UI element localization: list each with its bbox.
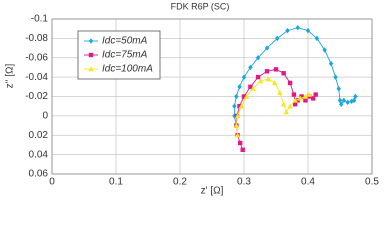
marker <box>303 98 308 103</box>
marker <box>277 89 283 95</box>
x-tick-label: 0.4 <box>301 177 315 188</box>
marker <box>299 94 304 99</box>
marker <box>287 80 293 86</box>
chart-title: FDK R6P (SC) <box>171 1 230 11</box>
marker <box>248 84 253 90</box>
marker <box>280 101 287 107</box>
marker <box>337 97 343 104</box>
x-tick-label: 0 <box>49 177 55 188</box>
legend-label: Idc=50mA <box>102 36 148 47</box>
marker <box>243 93 250 99</box>
legend-label: Idc=75mA <box>102 50 148 61</box>
marker <box>305 27 311 34</box>
marker <box>297 95 304 101</box>
marker <box>306 91 312 97</box>
marker <box>255 55 261 61</box>
y-axis-label: z'' [Ω] <box>5 63 16 88</box>
marker <box>264 69 270 74</box>
marker <box>241 94 247 99</box>
series-line <box>235 68 317 150</box>
y-tick-label: -0.06 <box>25 52 48 63</box>
y-tick-label: 0.06 <box>29 169 49 180</box>
marker <box>336 86 341 92</box>
marker <box>302 93 309 99</box>
marker <box>293 102 298 107</box>
marker <box>237 103 242 109</box>
x-tick-label: 0.5 <box>365 177 379 188</box>
marker <box>353 93 358 100</box>
marker <box>234 132 241 138</box>
x-axis-label: z' [Ω] <box>201 186 224 197</box>
marker <box>310 96 316 101</box>
marker <box>234 113 241 119</box>
marker <box>237 140 243 146</box>
y-tick-label: 0.02 <box>29 130 49 141</box>
y-tick-label: -0.02 <box>25 91 48 102</box>
series-line <box>235 78 310 136</box>
marker <box>292 97 298 103</box>
marker <box>295 25 300 31</box>
y-tick-label: -0.08 <box>25 33 48 44</box>
marker <box>314 35 320 42</box>
marker <box>351 97 357 104</box>
marker <box>283 109 289 115</box>
marker <box>257 78 264 84</box>
marker <box>291 92 297 97</box>
marker <box>341 97 347 104</box>
marker <box>234 93 239 100</box>
y-tick-label: -0.04 <box>25 72 48 83</box>
marker <box>237 84 242 90</box>
legend-marker <box>88 66 94 72</box>
legend-label: Idc=100mA <box>102 64 153 75</box>
x-tick-label: 0.2 <box>173 177 187 188</box>
marker <box>248 64 253 71</box>
x-tick-label: 0.1 <box>109 177 123 188</box>
plot-frame <box>51 18 373 175</box>
marker <box>238 103 245 109</box>
marker <box>313 92 318 97</box>
marker <box>240 147 245 152</box>
marker <box>322 47 327 53</box>
marker <box>232 103 237 109</box>
marker <box>250 86 256 91</box>
marker <box>333 74 338 80</box>
marker <box>345 99 350 106</box>
marker <box>295 98 300 103</box>
marker <box>339 101 344 107</box>
marker <box>255 74 261 80</box>
y-tick-label: 0 <box>42 111 48 122</box>
marker <box>287 103 293 109</box>
marker <box>281 71 286 76</box>
legend-marker <box>88 52 94 58</box>
marker <box>285 27 290 34</box>
y-tick-label: -0.1 <box>31 14 49 25</box>
marker <box>275 35 280 42</box>
marker <box>273 67 279 72</box>
x-tick-label: 0.3 <box>237 177 251 188</box>
marker <box>272 80 278 86</box>
y-tick-label: 0.04 <box>29 149 49 160</box>
marker <box>241 74 247 80</box>
marker <box>233 122 240 128</box>
marker <box>328 60 334 67</box>
chart: FDK R6P (SC) z'' [Ω] z' [Ω] -0.1 -0.08 -0.… <box>5 1 380 197</box>
marker <box>264 45 270 51</box>
marker <box>265 76 272 82</box>
legend-marker <box>88 38 94 44</box>
